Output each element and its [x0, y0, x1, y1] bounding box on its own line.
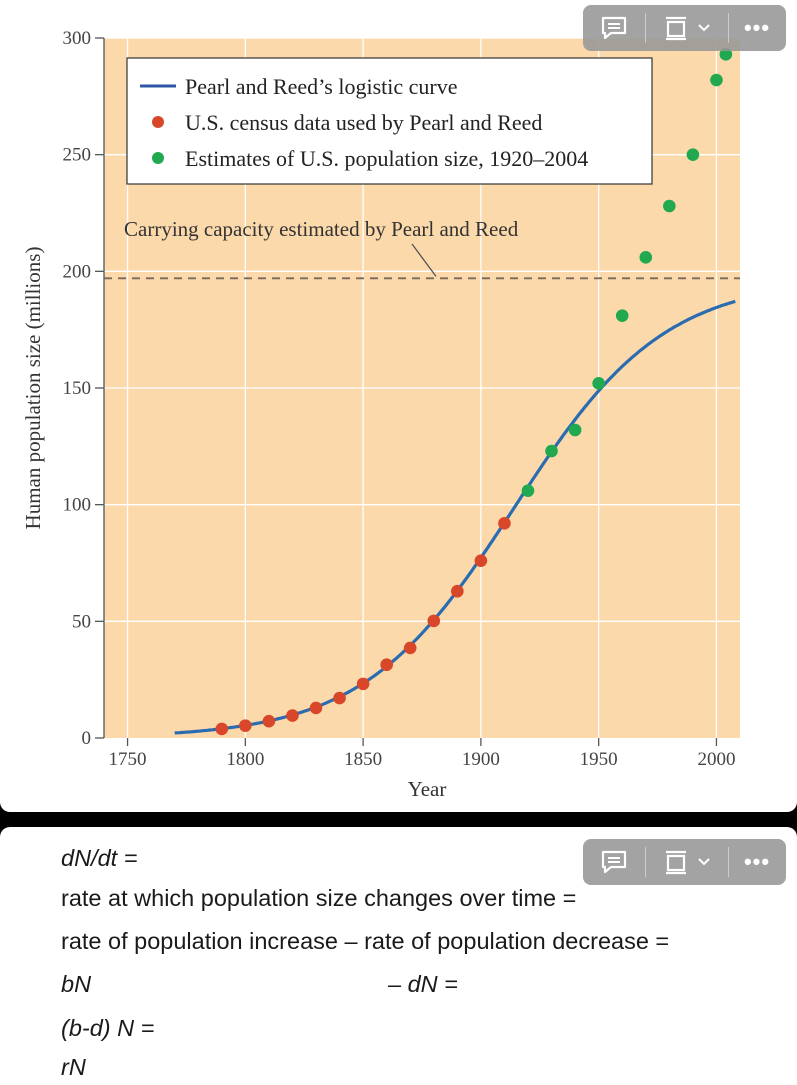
- data-points: [215, 48, 733, 736]
- frame-dropdown-button[interactable]: [646, 839, 728, 885]
- y-tick-label: 100: [63, 495, 92, 516]
- equation-line-5: (b-d) N =: [61, 1015, 155, 1041]
- annotation-pointer: [411, 243, 437, 277]
- comment-button[interactable]: [583, 5, 645, 51]
- estimate-point: [592, 377, 605, 390]
- frame-dropdown-button[interactable]: [646, 5, 728, 51]
- y-tick-label: 300: [63, 28, 92, 49]
- equation-line-1: dN/dt =: [61, 845, 138, 871]
- estimate-point: [568, 423, 582, 437]
- census-point: [286, 709, 299, 722]
- census-point: [262, 714, 276, 728]
- notes-panel: dN/dt = rate at which population size ch…: [0, 827, 797, 1085]
- toolbar-separator: [645, 847, 646, 877]
- legend: Pearl and Reed’s logistic curve U.S. cen…: [126, 57, 653, 185]
- estimate-point: [663, 199, 676, 213]
- equation-line-2: rate at which population size changes ov…: [61, 885, 577, 911]
- estimate-point: [521, 484, 535, 497]
- census-point: [239, 719, 252, 732]
- estimate-point: [639, 251, 653, 264]
- x-tick-label: 2000: [697, 749, 735, 770]
- x-tick-label: 1950: [580, 749, 618, 770]
- carrying-capacity-annotation: Carrying capacity estimated by Pearl and…: [124, 217, 519, 241]
- toolbar-separator: [645, 13, 646, 43]
- population-chart: 1750 1800 1850 1900 1950 2000 0 50 100 150 200 250 3…: [21, 28, 740, 801]
- comment-icon: [601, 16, 627, 40]
- frame-icon: [666, 850, 686, 875]
- comment-icon: [601, 850, 627, 874]
- comment-button[interactable]: [583, 839, 645, 885]
- y-tick-label: 50: [72, 611, 91, 632]
- estimate-point: [545, 444, 558, 458]
- chart-panel: 1750 1800 1850 1900 1950 2000 0 50 100 150 200 250 3…: [0, 0, 797, 812]
- census-point: [427, 614, 441, 628]
- census-point: [403, 641, 417, 655]
- more-options-button[interactable]: •••: [743, 15, 771, 40]
- y-tick-label: 0: [82, 728, 92, 749]
- toolbar-separator: [728, 13, 729, 43]
- legend-box: [126, 57, 653, 185]
- equation-line-3: rate of population increase – rate of po…: [61, 928, 670, 954]
- estimate-point: [710, 73, 723, 87]
- toolbar-separator: [728, 847, 729, 877]
- y-axis-label: Human population size (millions): [21, 247, 45, 530]
- census-point: [215, 722, 229, 736]
- frame-icon: [666, 16, 686, 41]
- legend-green-swatch: [152, 152, 164, 164]
- census-point: [498, 517, 511, 530]
- equation-line-4-birth: bN: [61, 971, 92, 997]
- equation-line-4-death: – dN =: [388, 971, 458, 997]
- chart-toolbar: •••: [583, 5, 786, 51]
- estimate-point: [615, 309, 629, 322]
- chevron-down-icon: [698, 24, 710, 32]
- equation-line-6: rN: [61, 1054, 86, 1080]
- x-tick-label: 1850: [344, 749, 382, 770]
- legend-red-swatch: [152, 116, 164, 128]
- y-tick-label: 250: [63, 145, 92, 166]
- axes: [95, 37, 718, 746]
- legend-label-estimates: Estimates of U.S. population size, 1920–…: [185, 146, 588, 171]
- census-point: [356, 677, 370, 691]
- census-point: [309, 701, 323, 715]
- legend-label-curve: Pearl and Reed’s logistic curve: [185, 74, 457, 99]
- census-point: [380, 658, 393, 672]
- x-axis-label: Year: [408, 777, 447, 801]
- census-point: [474, 554, 488, 567]
- census-point: [333, 691, 346, 705]
- notes-toolbar: •••: [583, 839, 786, 885]
- tick-labels: 1750 1800 1850 1900 1950 2000 0 50 100 150 200 250 3…: [63, 28, 736, 770]
- chevron-down-icon: [698, 858, 710, 866]
- x-tick-label: 1800: [226, 749, 264, 770]
- x-tick-label: 1900: [462, 749, 500, 770]
- census-point: [451, 584, 464, 598]
- y-tick-label: 200: [63, 261, 92, 282]
- estimate-point: [719, 48, 733, 61]
- estimate-point: [686, 148, 700, 161]
- more-options-button[interactable]: •••: [743, 849, 771, 874]
- annotation-group: Carrying capacity estimated by Pearl and…: [104, 217, 740, 280]
- legend-label-census: U.S. census data used by Pearl and Reed: [185, 110, 542, 135]
- y-tick-label: 150: [63, 378, 92, 399]
- x-tick-label: 1750: [109, 749, 147, 770]
